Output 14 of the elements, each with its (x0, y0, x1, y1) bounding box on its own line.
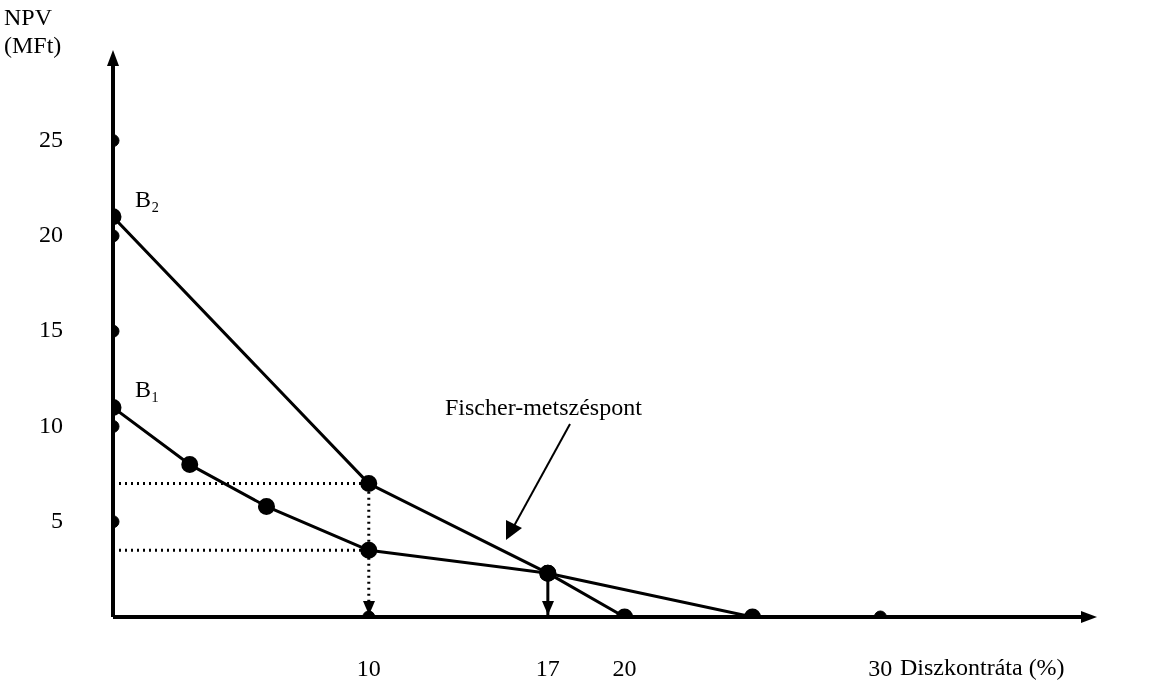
y-tick-label: 15 (39, 316, 63, 343)
annotation: B₂ (135, 185, 160, 212)
x-axis-title: Diszkontráta (%) (900, 654, 1065, 680)
y-tick-label: 20 (39, 221, 63, 248)
y-tick-label: 5 (51, 507, 63, 534)
annotation: B₁ (135, 376, 160, 403)
x-tick-label: 30 (868, 654, 893, 681)
annotation: Fischer-metszéspont (445, 394, 643, 420)
y-tick-label: 10 (39, 411, 63, 438)
x-tick-label: 20 (612, 654, 637, 681)
x-tick-label: 10 (356, 654, 381, 681)
x-tick-label: 17 (535, 654, 560, 681)
y-axis-title: NPV (MFt) (4, 4, 62, 58)
y-tick-label: 25 (39, 125, 63, 152)
